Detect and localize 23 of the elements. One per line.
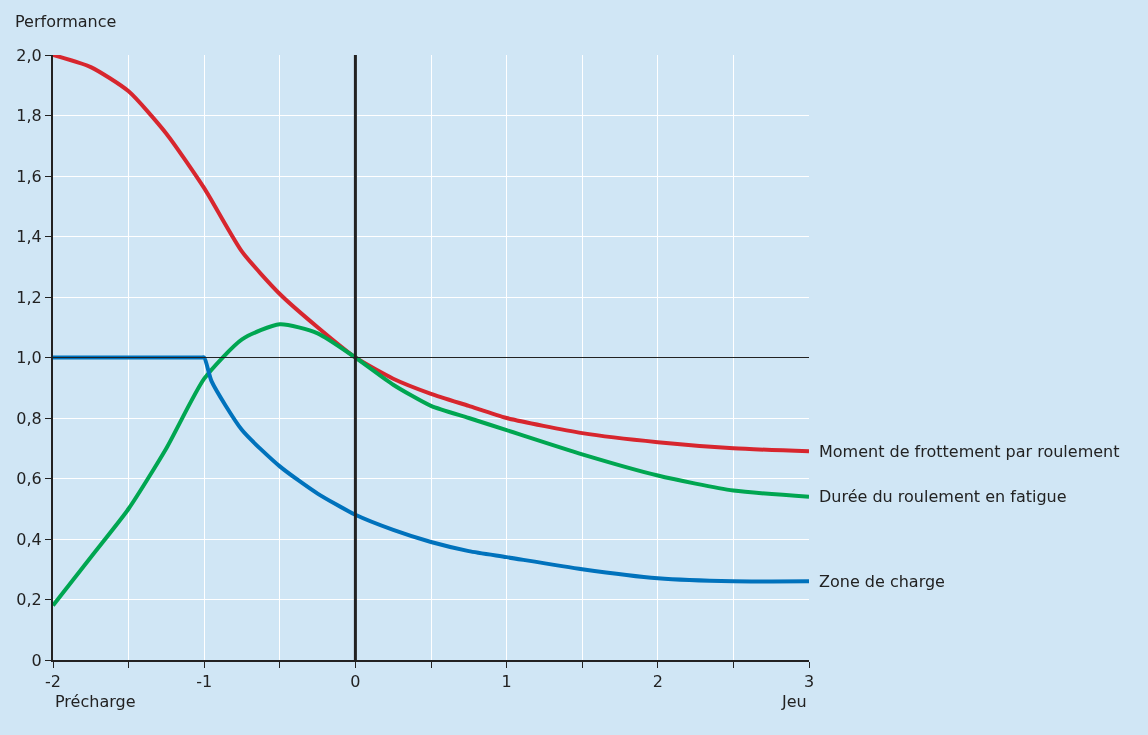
y-tick-label: 0,2 — [16, 590, 42, 610]
x-tick-label: -2 — [45, 672, 61, 692]
y-axis-title: Performance — [15, 12, 117, 31]
series-label: Moment de frottement par roulement — [819, 442, 1120, 461]
y-tick-label: 1,4 — [16, 227, 42, 247]
x-tick-label: -1 — [196, 672, 213, 692]
x-tick-label: 0 — [350, 672, 361, 692]
series-label: Durée du roulement en fatigue — [819, 487, 1067, 506]
x-tick-label: 3 — [803, 672, 815, 692]
y-tick-label: 0,6 — [16, 469, 42, 489]
y-tick-label: 1,2 — [16, 287, 42, 307]
y-tick-label: 0,8 — [16, 408, 42, 428]
y-tick-label: 1,8 — [16, 106, 42, 126]
y-tick-label: 1,6 — [16, 166, 42, 186]
series-label: Zone de charge — [819, 572, 945, 591]
y-tick-label: 1,0 — [16, 348, 42, 368]
y-tick-label: 2,0 — [16, 45, 42, 65]
x-tick-label: 2 — [652, 672, 663, 692]
x-tick-label: 1 — [501, 672, 512, 692]
text: Jeu — [781, 692, 807, 711]
y-tick-label: 0 — [31, 650, 42, 670]
text: Précharge — [55, 692, 136, 711]
y-tick-label: 0,4 — [16, 529, 42, 549]
